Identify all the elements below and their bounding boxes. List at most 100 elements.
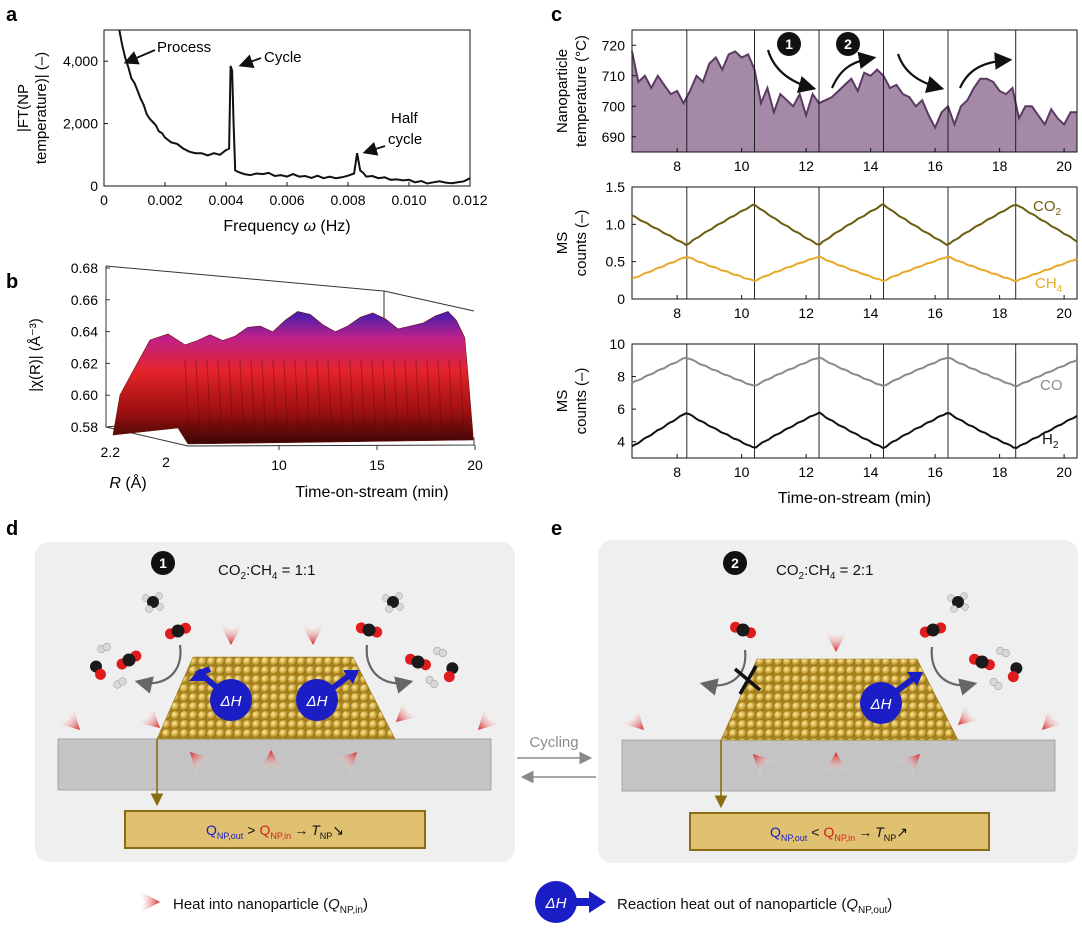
panel-label-a: a — [6, 4, 18, 26]
trend-arrow — [896, 53, 945, 94]
chart-c-ms-co2-ch4: 8 10 12 14 16 18 20 0 0.5 1.0 1.5 MS counts (–) CO2 CH… — [554, 179, 1078, 321]
x-tick-label: 12 — [798, 305, 814, 321]
panel-e-blocked-cross-icon — [733, 665, 762, 695]
panel-d-delta-h-left: ΔH — [189, 666, 252, 721]
chart-b-surface — [112, 311, 474, 445]
y-axis-label-line2: temperature (°C) — [573, 35, 590, 147]
z-axis-label: |χ(R)| (Å⁻³) — [27, 318, 44, 392]
panel-d-ratio: CO2:CH4 = 1:1 — [218, 562, 315, 582]
panel-e-blocked-arrow — [699, 649, 747, 696]
annotation-process-arrow — [123, 49, 156, 65]
x-axis-label: Frequency ω (Hz) — [223, 218, 350, 235]
series-label-ch4: CH4 — [1035, 275, 1063, 295]
y-axis-label-line1: Nanoparticle — [554, 49, 571, 133]
y-tick-label: 690 — [602, 129, 626, 145]
surface-texture — [371, 359, 377, 441]
x-tick-label: 18 — [992, 305, 1008, 321]
surface-texture — [228, 359, 234, 441]
panel-label-c: c — [551, 4, 562, 26]
z-tick-label: 0.66 — [71, 292, 98, 308]
x-axis-label: Time-on-stream (min) — [295, 484, 448, 501]
step-marker-2 — [836, 32, 860, 56]
y-tick-label: 0 — [90, 178, 98, 194]
x-tick-label: 12 — [798, 158, 814, 174]
surface-texture — [294, 359, 300, 441]
y-axis-label-line2: temperature)| (–) — [33, 52, 50, 164]
z-tick-label: 0.68 — [71, 260, 98, 276]
x-tick-label: 12 — [798, 464, 814, 480]
annotation-process: Process — [157, 39, 211, 56]
series-line-co — [631, 356, 1078, 388]
surface-texture — [349, 359, 355, 441]
legend-heat-arrow-icon — [138, 890, 160, 914]
r-tick-label: 2 — [162, 454, 170, 470]
y-axis-label-line1: |FT(NP — [15, 84, 32, 132]
y-tick-label: 10 — [609, 336, 625, 352]
surface-texture — [206, 359, 212, 441]
plot-frame — [631, 186, 1078, 300]
y-tick-label: 1.5 — [606, 179, 626, 195]
step-marker-1-label: 1 — [785, 36, 793, 52]
panel-d-step-marker — [151, 551, 175, 575]
panel-d-delta-h-left-label: ΔH — [220, 693, 242, 710]
x-tick-label: 0.012 — [452, 192, 487, 208]
x-tick-label: 10 — [734, 305, 750, 321]
surface-texture — [382, 359, 388, 441]
chart-b-box — [105, 265, 475, 447]
series-label-co: CO — [1040, 377, 1063, 394]
y-tick-label: 720 — [602, 37, 626, 53]
y-tick-label: 0 — [617, 291, 625, 307]
x-tick-label: 18 — [992, 158, 1008, 174]
x-tick-label: 0 — [100, 192, 108, 208]
surface-texture — [459, 359, 465, 441]
x-tick-label: 0.008 — [330, 192, 365, 208]
panel-d-reaction-arrow-left — [134, 644, 182, 694]
annotation-half-cycle-arrow — [362, 141, 386, 156]
z-tick-label: 0.62 — [71, 355, 98, 371]
panel-e-nanoparticle — [720, 658, 959, 741]
r-tick-label: 2.2 — [101, 444, 121, 460]
y-axis-label-line2: counts (–) — [573, 210, 590, 277]
panel-d: d 1 CO2:CH4 = 1:1 ΔH ΔH — [6, 518, 515, 862]
surface-texture — [327, 359, 333, 441]
surface-texture — [393, 359, 399, 441]
panel-label-b: b — [6, 271, 18, 293]
x-tick-label: 8 — [673, 464, 681, 480]
x-tick-label: 8 — [673, 158, 681, 174]
r-axis-label: R (Å) — [109, 473, 146, 492]
x-tick-label: 18 — [992, 464, 1008, 480]
legend-reaction-text: Reaction heat out of nanoparticle (QNP,o… — [617, 896, 892, 916]
surface-texture — [195, 359, 201, 441]
surface-texture — [239, 359, 245, 441]
panel-d-nanoparticle — [156, 656, 396, 740]
x-tick-label: 16 — [927, 158, 943, 174]
x-tick-label: 15 — [369, 457, 385, 473]
legend-delta-h-label: ΔH — [545, 895, 567, 912]
legend: Heat into nanoparticle (QNP,in) ΔH React… — [138, 881, 892, 923]
z-tick-label: 0.60 — [71, 387, 98, 403]
plot-frame — [631, 29, 1078, 153]
y-tick-label: 710 — [602, 68, 626, 84]
y-tick-label: 4 — [617, 434, 625, 450]
panel-e-reaction-arrow — [930, 646, 978, 696]
surface-texture — [404, 359, 410, 441]
step-marker-2-label: 2 — [844, 36, 852, 52]
x-tick-label: 20 — [1056, 305, 1072, 321]
temperature-area — [632, 51, 1077, 152]
panel-label-e: e — [551, 518, 562, 540]
series-line-h2 — [631, 411, 1078, 450]
panel-e-ratio: CO2:CH4 = 2:1 — [776, 562, 873, 582]
x-tick-label: 0.010 — [391, 192, 426, 208]
panel-e: e 2 CO2:CH4 = 2:1 ΔH — [551, 518, 1078, 863]
plot-frame — [631, 343, 1078, 459]
x-tick-label: 10 — [734, 158, 750, 174]
y-tick-label: 2,000 — [63, 116, 98, 132]
surface-texture — [360, 359, 366, 441]
panel-d-delta-h-right: ΔH — [296, 670, 359, 721]
temperature-line — [631, 50, 1077, 130]
annotation-half-cycle-1: Half — [391, 110, 419, 127]
trend-arrow — [766, 49, 817, 94]
panel-d-reaction-arrow-right — [365, 644, 414, 694]
y-axis-label-line1: MS — [554, 390, 571, 413]
